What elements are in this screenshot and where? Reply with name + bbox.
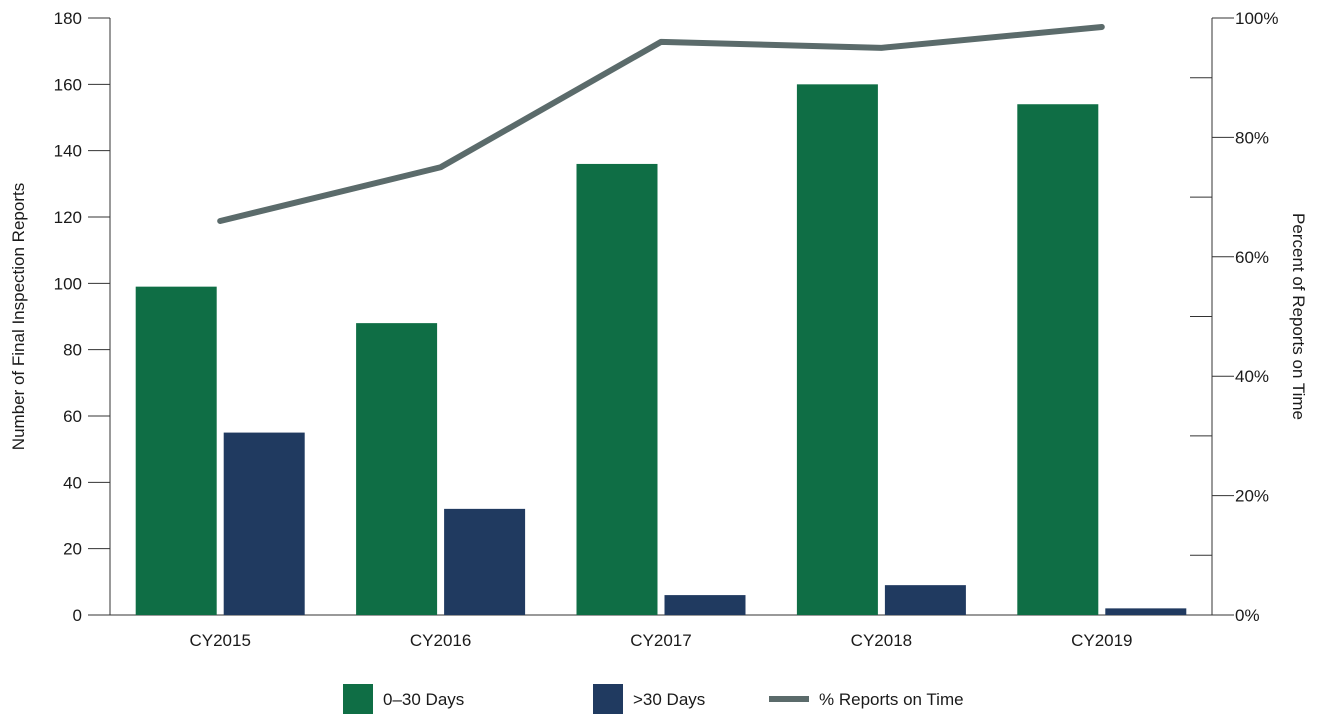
legend-swatch: [593, 684, 623, 714]
bar-within-30-days: [796, 84, 878, 616]
y-tick-label: 100: [54, 274, 82, 293]
bar-within-30-days: [135, 286, 217, 615]
bar-over-30-days: [444, 508, 526, 615]
x-tick-label: CY2017: [630, 631, 691, 650]
x-tick-label: CY2015: [189, 631, 250, 650]
bar-within-30-days: [356, 323, 438, 615]
line-point: [219, 219, 222, 222]
bar-group: [135, 84, 1187, 616]
bar-over-30-days: [223, 432, 305, 615]
y-tick-label: 180: [54, 9, 82, 28]
line-point: [660, 40, 662, 43]
y-axis-title: Number of Final Inspection Reports: [9, 183, 28, 450]
y-tick-label: 160: [54, 75, 82, 94]
line-point: [439, 166, 442, 169]
left-axis: 0 20 40 60 80 100 120 140 160 180: [54, 9, 111, 625]
y2-tick-label: 60%: [1235, 248, 1269, 267]
y2-axis-title: Percent of Reports on Time: [1289, 213, 1308, 420]
line-series: [217, 23, 1105, 224]
line-percent-on-time: [217, 23, 1105, 224]
y-tick-label: 80: [63, 341, 82, 360]
line-point: [1100, 25, 1103, 28]
legend-label: >30 Days: [633, 690, 705, 709]
bar-over-30-days: [1105, 608, 1187, 615]
y-tick-label: 0: [73, 606, 82, 625]
y-tick-label: 140: [54, 142, 82, 161]
legend-label: 0–30 Days: [383, 690, 464, 709]
y-tick-label: 20: [63, 540, 82, 559]
y2-tick-label: 80%: [1235, 128, 1269, 147]
y-tick-label: 60: [63, 407, 82, 426]
line-point: [880, 46, 883, 49]
bar-within-30-days: [1017, 104, 1099, 615]
x-axis: CY2015 CY2016 CY2017 CY2018 CY2019: [110, 614, 1212, 650]
x-tick-label: CY2018: [851, 631, 912, 650]
y2-tick-label: 40%: [1235, 367, 1269, 386]
y-tick-label: 120: [54, 208, 82, 227]
y2-tick-label: 20%: [1235, 487, 1269, 506]
x-tick-label: CY2019: [1071, 631, 1132, 650]
bar-over-30-days: [884, 585, 966, 615]
y2-tick-label: 0%: [1235, 606, 1260, 625]
y2-tick-label: 100%: [1235, 9, 1278, 28]
bar-within-30-days: [576, 163, 658, 615]
legend-label: % Reports on Time: [819, 690, 964, 709]
y-tick-label: 40: [63, 473, 82, 492]
legend-swatch: [343, 684, 373, 714]
bar-over-30-days: [664, 595, 746, 615]
x-tick-label: CY2016: [410, 631, 471, 650]
legend: 0–30 Days >30 Days % Reports on Time: [343, 684, 964, 714]
right-axis: 0% 20% 40% 60% 80% 100%: [1190, 9, 1278, 625]
